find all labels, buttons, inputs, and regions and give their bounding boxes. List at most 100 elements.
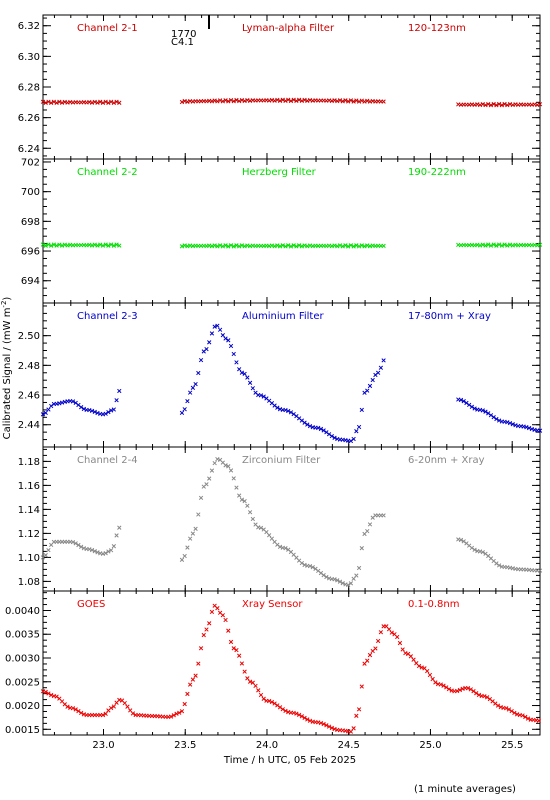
data-point — [228, 468, 234, 473]
data-point — [261, 394, 266, 399]
data-point — [277, 705, 283, 710]
data-point — [307, 423, 313, 429]
data-point — [381, 358, 386, 363]
data-point — [220, 333, 225, 338]
panel-4: 1.08 1.10 1.12 1.14 1.16 1.18 Channel 2-4 Zirco… — [18, 446, 543, 592]
data-point — [359, 407, 364, 413]
filter-name: Herzberg Filter — [242, 167, 317, 178]
data-point — [223, 617, 228, 623]
y-tick-label: 6.30 — [18, 52, 40, 63]
data-point — [108, 548, 114, 553]
data-point — [215, 606, 220, 611]
data-point — [467, 402, 472, 408]
data-point — [494, 416, 499, 422]
data-point — [43, 410, 48, 416]
data-point — [95, 410, 100, 416]
data-series-segment-3 — [456, 397, 543, 433]
data-series-segment-3 — [456, 537, 543, 573]
data-point — [326, 432, 332, 437]
data-point — [103, 99, 108, 104]
data-point — [343, 243, 348, 248]
y-tick-label: 2.44 — [18, 420, 40, 431]
y-tick-label: 2.48 — [18, 361, 40, 372]
data-point — [356, 707, 362, 712]
y-tick-label: 702 — [21, 157, 40, 168]
panel-frame — [42, 158, 541, 304]
data-point — [198, 357, 204, 363]
data-point — [247, 510, 253, 515]
data-point — [247, 679, 253, 684]
data-point — [340, 244, 345, 249]
data-point — [430, 676, 435, 682]
panel-5: 0.0015 0.0020 0.0025 0.0030 0.0035 0.0040 GOES… — [5, 590, 542, 751]
data-point — [446, 686, 452, 692]
data-point — [307, 718, 313, 723]
data-point — [179, 410, 185, 416]
y-tick-label: 6.24 — [18, 144, 40, 155]
data-point — [465, 686, 471, 691]
data-point — [217, 98, 223, 103]
panel-frame — [42, 590, 541, 736]
data-point — [386, 627, 392, 632]
y-tick-label: 696 — [21, 247, 40, 258]
data-point — [226, 99, 231, 104]
data-point — [187, 682, 193, 687]
data-point — [250, 386, 255, 391]
data-point — [111, 407, 116, 412]
channel-name: Channel 2-2 — [77, 167, 138, 178]
data-point — [209, 331, 215, 336]
data-point — [496, 242, 502, 247]
data-point — [177, 710, 182, 715]
data-point — [179, 709, 185, 714]
data-point — [187, 390, 193, 395]
data-point — [335, 578, 340, 583]
data-point — [326, 724, 332, 729]
data-series-segment-1 — [40, 242, 122, 248]
data-point — [114, 398, 119, 403]
y-tick-label: 1.12 — [18, 529, 40, 540]
data-point — [51, 242, 57, 247]
data-point — [95, 243, 100, 248]
data-point — [220, 99, 225, 104]
y-axis-label-close: ) — [2, 297, 13, 301]
data-point — [348, 243, 354, 248]
data-point — [346, 244, 351, 249]
data-point — [488, 413, 494, 418]
data-point — [316, 425, 321, 431]
data-point — [277, 98, 283, 103]
y-axis-label-exponent: -2 — [0, 301, 8, 308]
data-series-segment-1 — [40, 603, 542, 734]
data-point — [340, 99, 345, 104]
channel-name: Channel 2-1 — [77, 23, 138, 34]
data-point — [207, 621, 212, 626]
data-point — [258, 692, 264, 698]
data-point — [373, 646, 378, 651]
data-point — [226, 628, 231, 633]
data-point — [486, 242, 491, 247]
data-point — [49, 403, 54, 409]
data-point — [359, 546, 364, 551]
data-point — [291, 97, 296, 102]
data-point — [321, 721, 326, 727]
data-point — [46, 242, 51, 247]
data-point — [464, 400, 469, 406]
data-point — [444, 685, 449, 690]
data-point — [261, 696, 266, 701]
data-point — [486, 101, 491, 107]
panels: 6.24 6.26 6.28 6.30 6.32 Channel 2-1 Lyman-alp… — [5, 14, 543, 751]
data-point — [476, 692, 482, 698]
data-point — [46, 407, 51, 412]
data-point — [40, 412, 46, 417]
data-point — [111, 100, 116, 106]
data-point — [351, 244, 356, 249]
data-point — [70, 399, 76, 404]
data-point — [408, 654, 413, 659]
data-point — [223, 98, 228, 103]
data-point — [78, 544, 84, 549]
data-point — [185, 545, 190, 550]
data-point — [537, 568, 543, 573]
data-point — [283, 708, 288, 714]
data-point — [190, 677, 196, 682]
y-tick-label: 700 — [21, 187, 40, 198]
band-range: 120-123nm — [408, 23, 466, 34]
